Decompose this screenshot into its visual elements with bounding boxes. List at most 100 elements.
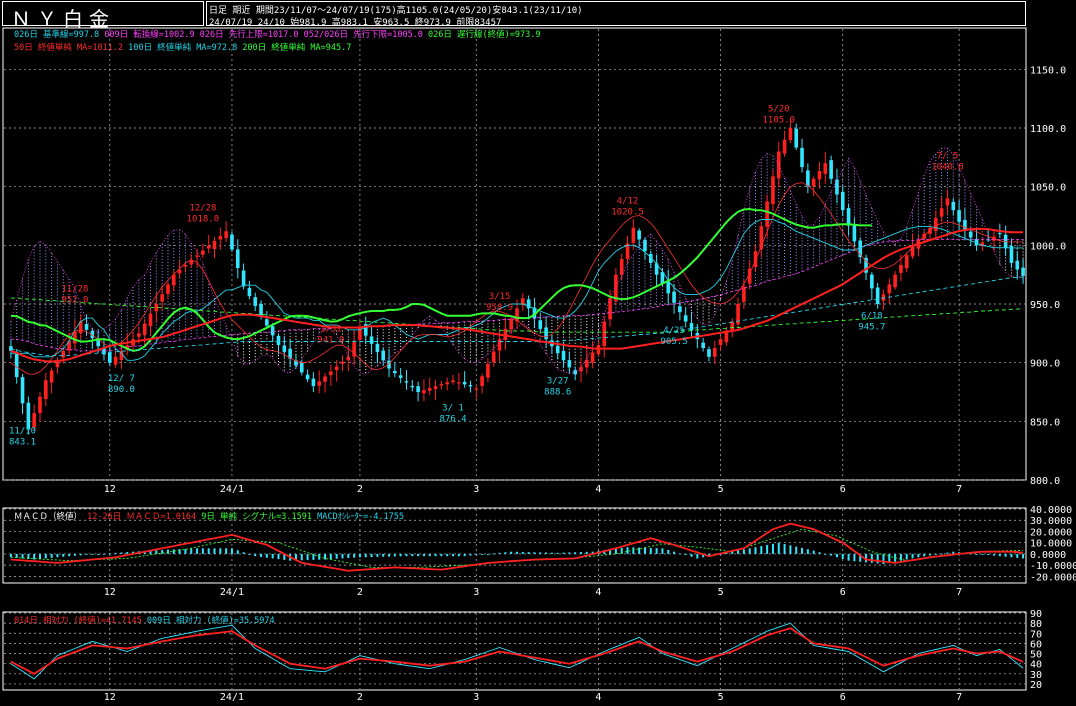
cloud-hatch — [295, 341, 297, 343]
cloud-hatch — [946, 184, 948, 186]
annotation-value: 1105.0 — [763, 115, 796, 125]
annotation-date: 5/20 — [768, 104, 790, 114]
cloud-hatch — [586, 318, 588, 320]
cloud-hatch — [39, 313, 41, 315]
cloud-hatch — [56, 282, 58, 284]
cloud-hatch — [766, 165, 768, 167]
cloud-hatch — [62, 309, 64, 311]
cloud-hatch — [184, 237, 186, 239]
macd-oscillator-bar — [754, 547, 757, 554]
cloud-hatch — [27, 289, 29, 291]
cloud-hatch — [923, 214, 925, 216]
cloud-hatch — [283, 369, 285, 371]
cloud-hatch — [27, 274, 29, 276]
cloud-hatch — [161, 264, 163, 266]
cloud-hatch — [208, 319, 210, 321]
macd-oscillator-bar — [830, 553, 833, 556]
cloud-hatch — [574, 357, 576, 359]
cloud-hatch — [772, 227, 774, 229]
cloud-hatch — [179, 319, 181, 321]
cloud-hatch — [39, 250, 41, 252]
cloud-hatch — [481, 339, 483, 341]
cloud-hatch — [45, 316, 47, 318]
cloud-hatch — [935, 187, 937, 189]
cloud-hatch — [789, 190, 791, 192]
cloud-hatch — [39, 256, 41, 258]
cloud-hatch — [644, 289, 646, 291]
cloud-hatch — [795, 272, 797, 274]
cloud-hatch — [39, 340, 41, 342]
cloud-hatch — [184, 252, 186, 254]
cloud-hatch — [784, 204, 786, 206]
rsi-y-tick-label: 50 — [1030, 650, 1042, 661]
cloud-hatch — [56, 318, 58, 320]
macd-oscillator-bar — [85, 553, 88, 555]
cloud-hatch — [760, 183, 762, 185]
cloud-hatch — [853, 200, 855, 202]
candle-body — [672, 291, 676, 303]
cloud-hatch — [871, 234, 873, 236]
cloud-hatch — [214, 301, 216, 303]
x-tick-label: 3 — [473, 484, 479, 495]
cloud-hatch — [772, 215, 774, 217]
candle-body — [73, 331, 77, 344]
cloud-hatch — [173, 239, 175, 241]
cloud-hatch — [56, 285, 58, 287]
macd-oscillator-bar — [917, 553, 920, 558]
cloud-hatch — [743, 269, 745, 271]
cloud-hatch — [469, 324, 471, 326]
cloud-hatch — [964, 198, 966, 200]
cloud-hatch — [481, 354, 483, 356]
x-tick-label: 24/1 — [220, 484, 244, 495]
macd-oscillator-bar — [847, 553, 850, 561]
cloud-hatch — [586, 324, 588, 326]
cloud-hatch — [120, 325, 122, 327]
annotation-value: 905.5 — [661, 337, 688, 347]
cloud-hatch — [789, 241, 791, 243]
macd-oscillator-bar — [818, 552, 821, 554]
cloud-hatch — [766, 162, 768, 164]
cloud-hatch — [574, 348, 576, 350]
annotation-date: 6/18 — [861, 311, 883, 321]
cloud-hatch — [737, 262, 739, 264]
candle-body — [654, 263, 659, 275]
cloud-hatch — [632, 278, 634, 280]
cloud-hatch — [871, 219, 873, 221]
cloud-hatch — [766, 159, 768, 161]
cloud-hatch — [405, 340, 407, 342]
cloud-hatch — [202, 335, 204, 337]
cloud-hatch — [115, 345, 117, 347]
macd-oscillator-bar — [521, 551, 524, 554]
cloud-hatch — [923, 193, 925, 195]
cloud-hatch — [650, 273, 652, 275]
cloud-hatch — [225, 331, 227, 333]
cloud-hatch — [807, 249, 809, 251]
cloud-hatch — [632, 287, 634, 289]
candle-body — [282, 345, 287, 352]
cloud-hatch — [830, 191, 832, 193]
candle-body — [585, 359, 589, 368]
cloud-hatch — [144, 284, 146, 286]
cloud-hatch — [574, 315, 576, 317]
candle-body — [235, 249, 240, 269]
cloud-hatch — [725, 283, 727, 285]
cloud-hatch — [173, 254, 175, 256]
cloud-hatch — [661, 255, 663, 257]
cloud-hatch — [784, 180, 786, 182]
cloud-hatch — [685, 301, 687, 303]
cloud-hatch — [39, 337, 41, 339]
cloud-hatch — [958, 170, 960, 172]
legend-senkou-b: 052/026日 先行下限=1005.0 — [303, 30, 423, 40]
cloud-hatch — [51, 306, 53, 308]
cloud-hatch — [755, 193, 757, 195]
cloud-hatch — [976, 209, 978, 211]
cloud-hatch — [388, 337, 390, 339]
cloud-hatch — [789, 259, 791, 261]
cloud-hatch — [167, 337, 169, 339]
cloud-hatch — [260, 341, 262, 343]
macd-oscillator-bar — [236, 550, 239, 554]
cloud-hatch — [824, 216, 826, 218]
cloud-hatch — [190, 288, 192, 290]
cloud-hatch — [551, 316, 553, 318]
cloud-hatch — [376, 332, 378, 334]
